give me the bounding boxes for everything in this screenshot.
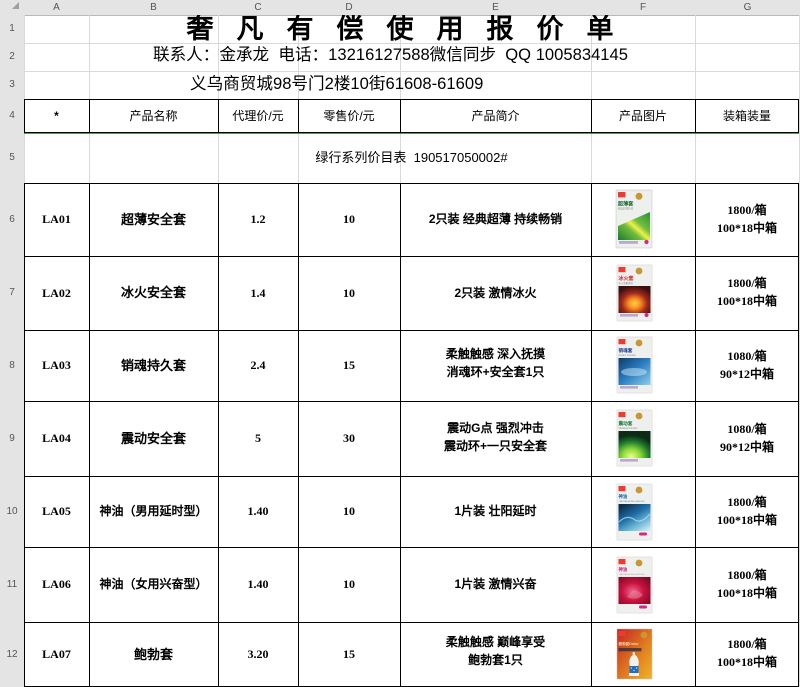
svg-text:冰火双重体验: 冰火双重体验 [619,281,634,285]
svg-text:Golden Condom: Golden Condom [619,354,636,357]
svg-text:神油: 神油 [619,493,628,500]
svg-text:THE PASSIONS LASTING: THE PASSIONS LASTING [619,573,645,576]
svg-text:经典超薄持续: 经典超薄持续 [618,207,634,211]
svg-text:销魂套: 销魂套 [619,347,633,354]
svg-text:震动套: 震动套 [618,420,633,427]
svg-text:鲍勃套Dobo: 鲍勃套Dobo [619,641,640,646]
svg-text:THE PASSIONS LASTING: THE PASSIONS LASTING [619,500,645,503]
svg-text:神油: 神油 [619,566,628,573]
svg-text:Vibrating Condom: Vibrating Condom [619,427,638,430]
svg-text:冰火套: 冰火套 [619,275,634,282]
svg-text:超薄套: 超薄套 [617,200,634,208]
